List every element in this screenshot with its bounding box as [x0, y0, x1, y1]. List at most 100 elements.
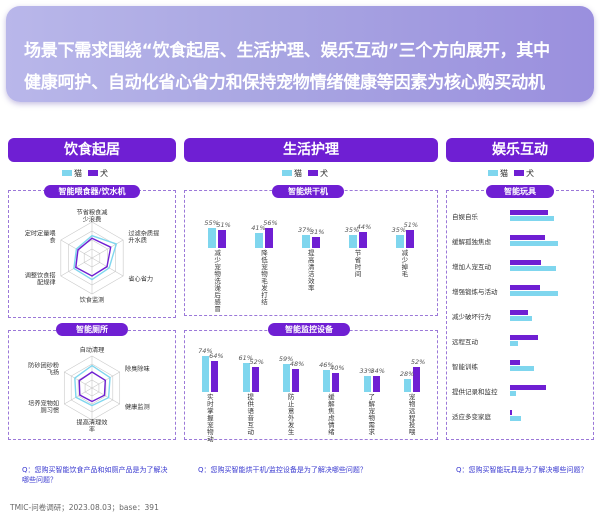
category-label: 适应多变家庭 [452, 413, 491, 421]
monitor-bar-chart: 74% 64% 实时掌握宠物动 61% 52% 提供语音互动 59% 48% 防止意外发生 46%… [184, 330, 438, 443]
radar-axis-label: 升水质 [128, 237, 147, 245]
bar-dog [291, 368, 299, 392]
value-label-dog: 40% [330, 363, 345, 372]
bar-cat [510, 341, 518, 346]
cat-swatch [62, 170, 72, 176]
panel-title-play: 娱乐互动 [446, 138, 594, 162]
radar-axis-label: 少浪费 [83, 216, 102, 224]
radar-axis-label: 防砂团砂粉 [28, 362, 59, 370]
value-label-dog: 52% [410, 358, 426, 367]
value-label-cat: 33% [359, 367, 374, 376]
radar-axis-label: 调整饮食搭 [25, 272, 56, 280]
bar-cat [348, 235, 357, 248]
radar-axis-label: 配规律 [37, 279, 56, 287]
legend-dog: 犬 [308, 168, 328, 179]
bar-dog [510, 260, 542, 265]
bar-dog [510, 385, 546, 390]
category-label: 缓解焦虑情绪 [328, 393, 335, 436]
legend-dog: 犬 [514, 168, 534, 179]
bar-dog [510, 235, 546, 240]
bar-cat [208, 228, 217, 248]
value-label-dog: 48% [289, 359, 305, 368]
legend-care: 猫 犬 [282, 168, 328, 179]
panel-title-food: 饮食起居 [8, 138, 176, 162]
radar-series-cat [74, 364, 111, 407]
category-label: 提高清洁效率 [308, 249, 315, 292]
value-label-cat: 35% [391, 226, 407, 235]
category-label: 减少宠物洗澡后感冒 [214, 249, 221, 313]
radar-axis-label: 省心省力 [128, 275, 153, 283]
value-label-cat: 35% [344, 226, 360, 235]
feeder-chart-title: 智能喂食器/饮水机 [44, 185, 140, 198]
dryer-chart-title: 智能烘干机 [272, 185, 344, 198]
radar-axis-label: 飞扬 [47, 369, 59, 377]
toilet-chart-title: 智能厕所 [56, 323, 128, 336]
value-label-dog: 52% [249, 358, 264, 367]
bar-dog [211, 361, 219, 392]
bar-cat [255, 233, 264, 248]
category-label: 提供记录和监控 [452, 388, 498, 396]
bar-cat [510, 416, 522, 421]
bar-cat [302, 234, 310, 248]
category-label: 实时掌握宠物动 [207, 393, 214, 443]
legend-cat: 猫 [282, 168, 302, 179]
category-label: 防止意外发生 [287, 393, 295, 436]
radar-spoke [91, 239, 124, 259]
monitor-chart-title: 智能监控设备 [268, 323, 350, 336]
cat-swatch [488, 170, 498, 176]
toy-chart-title: 智能玩具 [486, 185, 554, 198]
bar-cat [510, 366, 534, 371]
question-care: Q：您购买智能烘干机/监控设备是为了解决哪些问题？ [198, 466, 367, 474]
question-play: Q：您购买智能玩具是为了解决哪些问题？ [456, 466, 588, 474]
value-label-dog: 44% [356, 223, 372, 232]
bar-dog [218, 229, 227, 248]
bar-dog [405, 229, 414, 248]
radar-axis-label: 过滤杂质提 [128, 230, 159, 238]
bar-cat [242, 362, 250, 392]
headline-line-1: 场景下需求围绕“饮食起居、生活护理、娱乐互动”三个方向展开，其中 [24, 41, 550, 61]
value-label-cat: 74% [198, 347, 213, 356]
value-label-cat: 61% [238, 353, 253, 362]
bar-dog [510, 285, 541, 290]
value-label-dog: 51% [403, 220, 419, 229]
value-label-cat: 28% [399, 369, 415, 378]
value-label-dog: 34% [370, 366, 385, 375]
dryer-bar-chart: 55% 51% 减少宠物洗澡后感冒 41% 56% 降低宠物毛发打结 37% 31% 提高清洁效… [184, 190, 438, 316]
bar-cat [510, 316, 533, 321]
radar-axis-label: 饮食监测 [80, 296, 105, 304]
category-label: 降低宠物毛发打结 [261, 249, 268, 306]
value-label-cat: 55% [204, 219, 219, 228]
headline-banner: 场景下需求围绕“饮食起居、生活护理、娱乐互动”三个方向展开，其中 健康呵护、自动… [6, 6, 594, 102]
value-label-dog: 31% [310, 227, 325, 236]
bar-cat [202, 356, 210, 392]
category-label: 了解宠物需求 [368, 393, 376, 436]
category-label: 智能训练 [452, 363, 478, 371]
dog-swatch [308, 170, 318, 176]
bar-cat [323, 369, 331, 392]
bar-cat [403, 378, 411, 392]
headline-line-2: 健康呵护、自动化省心省力和保持宠物情绪健康等因素为核心购买动机 [24, 73, 545, 93]
radar-axis-label: 率 [89, 426, 95, 434]
bar-dog [372, 375, 380, 392]
bar-dog [265, 227, 274, 248]
bar-cat [510, 241, 558, 246]
value-label-cat: 37% [298, 225, 313, 234]
panel-title-care: 生活护理 [184, 138, 438, 162]
bar-dog [510, 360, 520, 365]
value-label-cat: 46% [319, 360, 334, 369]
category-label: 远程互动 [452, 338, 478, 346]
category-label: 减少掉毛 [401, 249, 409, 278]
bar-dog [510, 210, 548, 215]
legend-cat: 猫 [62, 168, 82, 179]
legend-cat: 猫 [488, 168, 508, 179]
category-label: 减少破坏行为 [452, 313, 491, 321]
value-label-dog: 56% [263, 218, 278, 227]
bar-cat [363, 376, 371, 392]
radar-axis-label: 定时定量喂 [25, 230, 57, 238]
value-label-cat: 59% [278, 354, 294, 363]
legend-dog: 犬 [88, 168, 108, 179]
bar-dog [251, 367, 259, 392]
category-label: 增加人宠互动 [452, 263, 491, 271]
